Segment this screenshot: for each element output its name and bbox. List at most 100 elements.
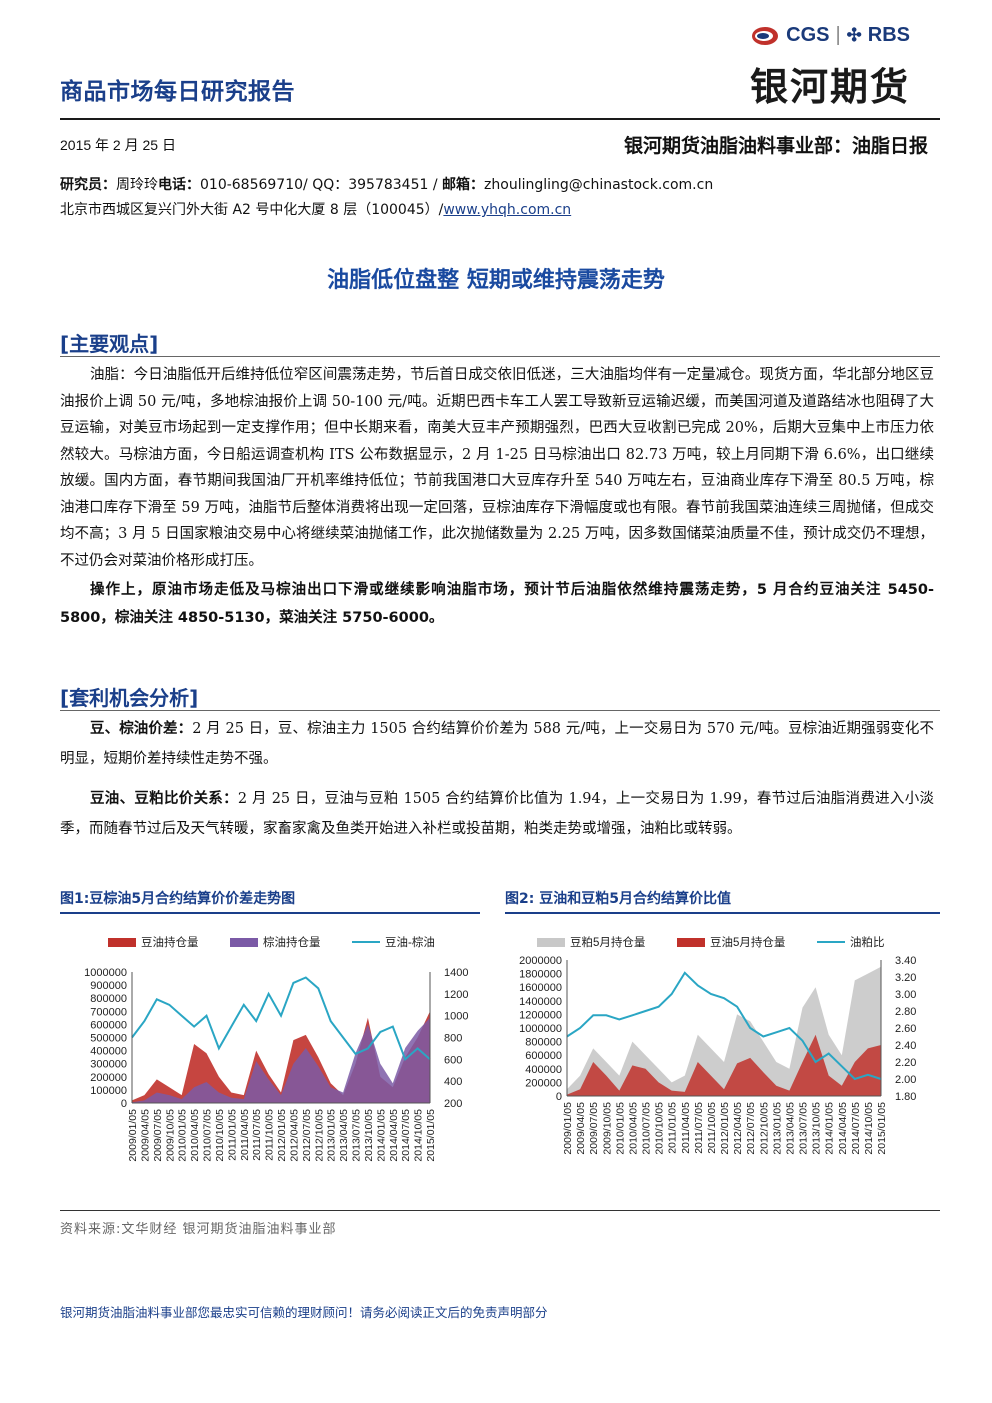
x-tick-label: 2010/01/05: [614, 1102, 626, 1155]
report-series-title: 商品市场每日研究报告: [60, 79, 295, 105]
y-left-tick-label: 0: [556, 1091, 562, 1103]
x-tick-label: 2014/10/05: [863, 1102, 875, 1155]
email-address[interactable]: zhoulingling@chinastock.com.cn: [484, 177, 714, 193]
figure1-caption-rule: [60, 912, 480, 914]
x-tick-label: 2011/04/05: [680, 1102, 692, 1154]
y-right-tick-label: 3.00: [895, 989, 916, 1001]
phone-qq: 010-68569710/ QQ：395783451 /: [200, 177, 443, 193]
x-tick-label: 2009/10/05: [601, 1102, 613, 1155]
x-tick-label: 2010/10/05: [214, 1109, 226, 1162]
x-tick-label: 2013/01/05: [771, 1102, 783, 1155]
legend-label: 豆油-棕油: [385, 935, 435, 949]
x-tick-label: 2012/10/05: [758, 1102, 770, 1155]
oil-meal-ratio-text: 2 月 25 日，豆油与豆粕 1505 合约结算价比值为 1.94，上一交易日为…: [60, 791, 934, 837]
x-tick-label: 2013/01/05: [326, 1109, 338, 1162]
soy-palm-spread-paragraph: 豆、棕油价差：2 月 25 日，豆、棕油主力 1505 合约结算价价差为 588…: [60, 714, 934, 774]
y-left-tick-label: 500000: [90, 1033, 127, 1045]
main-views-body: 油脂：今日油脂低开后维持低位窄区间震荡走势，节后首日成交依旧低迷，三大油脂均伴有…: [60, 362, 934, 632]
x-tick-label: 2012/04/05: [732, 1102, 744, 1155]
x-tick-label: 2012/01/05: [276, 1109, 288, 1162]
legend-label: 豆油持仓量: [141, 935, 199, 949]
x-tick-label: 2011/07/05: [251, 1109, 263, 1161]
researcher-name: 周玲玲: [116, 177, 158, 193]
rbs-icon: ✣: [846, 25, 862, 45]
x-tick-label: 2010/04/05: [627, 1102, 639, 1155]
y-left-tick-label: 800000: [90, 993, 127, 1005]
x-tick-label: 2009/04/05: [139, 1109, 151, 1162]
x-tick-label: 2011/10/05: [264, 1109, 276, 1161]
y-right-tick-label: 2.40: [895, 1040, 916, 1052]
series-line: [566, 971, 882, 1081]
header-divider: [60, 118, 940, 120]
x-tick-label: 2010/04/05: [189, 1109, 201, 1162]
y-right-tick-label: 200: [444, 1098, 462, 1110]
x-tick-label: 2009/01/05: [127, 1109, 139, 1162]
section-divider: [60, 356, 940, 357]
section-divider: [60, 710, 940, 711]
x-tick-label: 2015/01/05: [425, 1109, 437, 1162]
data-source: 资料来源:文华财经 银河期货油脂油料事业部: [60, 1222, 337, 1237]
x-tick-label: 2015/01/05: [876, 1102, 888, 1155]
x-tick-label: 2011/07/05: [693, 1102, 705, 1154]
x-tick-label: 2012/07/05: [301, 1109, 313, 1162]
y-right-tick-label: 2.80: [895, 1006, 916, 1018]
report-date: 2015 年 2 月 25 日: [60, 137, 176, 153]
series-area-2: [567, 1034, 881, 1096]
y-left-tick-label: 400000: [525, 1064, 562, 1076]
section-heading-arbitrage: [套利机会分析]: [60, 686, 199, 710]
legend-swatch: [108, 938, 136, 947]
logo-chinese-name: 银河期货: [749, 65, 910, 109]
address: 北京市西城区复兴门外大街 A2 号中化大厦 8 层（100045）/: [60, 202, 444, 218]
researcher-label: 研究员：: [60, 177, 116, 193]
department-title: 银河期货油脂油料事业部：油脂日报: [623, 135, 928, 157]
logo-cgs-text: CGS: [786, 24, 830, 46]
x-tick-label: 2009/07/05: [588, 1102, 600, 1155]
x-tick-label: 2014/01/05: [824, 1102, 836, 1155]
oil-meal-ratio-label: 豆油、豆粕比价关系：: [90, 791, 238, 807]
email-label: 邮箱：: [442, 177, 485, 193]
x-tick-label: 2014/07/05: [400, 1109, 412, 1162]
series-line: [131, 976, 431, 1062]
y-left-tick-label: 1000000: [84, 967, 127, 979]
x-tick-label: 2013/04/05: [338, 1109, 350, 1162]
x-tick-label: 2009/07/05: [152, 1109, 164, 1162]
series-area-1: [567, 966, 881, 1096]
figure1-caption: 图1:豆棕油5月合约结算价价差走势图: [60, 891, 296, 907]
x-tick-label: 2013/10/05: [363, 1109, 375, 1162]
x-tick-label: 2013/07/05: [351, 1109, 363, 1162]
y-left-tick-label: 600000: [525, 1050, 562, 1062]
y-right-tick-label: 1000: [444, 1011, 468, 1023]
legend-swatch: [677, 938, 705, 947]
market-commentary: 油脂：今日油脂低开后维持低位窄区间震荡走势，节后首日成交依旧低迷，三大油脂均伴有…: [60, 367, 934, 569]
contact-line: 研究员：周玲玲电话：010-68569710/ QQ：395783451 / 邮…: [60, 174, 713, 194]
x-tick-label: 2014/04/05: [388, 1109, 400, 1162]
y-right-tick-label: 1.80: [895, 1091, 916, 1103]
y-left-tick-label: 200000: [90, 1072, 127, 1084]
y-left-tick-label: 800000: [525, 1037, 562, 1049]
footer-disclaimer: 银河期货油脂油料事业部您最忠实可信赖的理财顾问！请务必阅读正文后的免责声明部分: [60, 1305, 548, 1320]
y-left-tick-label: 400000: [90, 1046, 127, 1058]
cgs-swirl-icon: [752, 26, 779, 45]
logo-rbs-text: RBS: [867, 24, 910, 46]
y-left-tick-label: 900000: [90, 980, 127, 992]
x-tick-label: 2013/07/05: [798, 1102, 810, 1155]
legend-label: 豆油5月持仓量: [710, 935, 785, 949]
x-tick-label: 2011/01/05: [226, 1109, 238, 1161]
y-right-tick-label: 800: [444, 1033, 462, 1045]
y-left-tick-label: 1200000: [519, 1009, 562, 1021]
x-tick-label: 2012/10/05: [313, 1109, 325, 1162]
y-left-tick-label: 1800000: [519, 969, 562, 981]
x-tick-label: 2010/07/05: [202, 1109, 214, 1162]
y-left-tick-label: 0: [121, 1098, 127, 1110]
x-tick-label: 2009/10/05: [164, 1109, 176, 1162]
x-tick-label: 2010/01/05: [177, 1109, 189, 1162]
series-area-2: [132, 1017, 430, 1103]
legend-label: 棕油持仓量: [263, 935, 321, 949]
chart-soy-palm-spread: 豆油持仓量 棕油持仓量 豆油-棕油 0100000200000300000400000…: [84, 935, 468, 1162]
y-left-tick-label: 100000: [90, 1085, 127, 1097]
legend-label: 油粕比: [850, 935, 885, 949]
x-tick-label: 2009/01/05: [562, 1102, 574, 1155]
y-left-tick-label: 200000: [525, 1077, 562, 1089]
website-link[interactable]: www.yhqh.com.cn: [443, 202, 572, 218]
